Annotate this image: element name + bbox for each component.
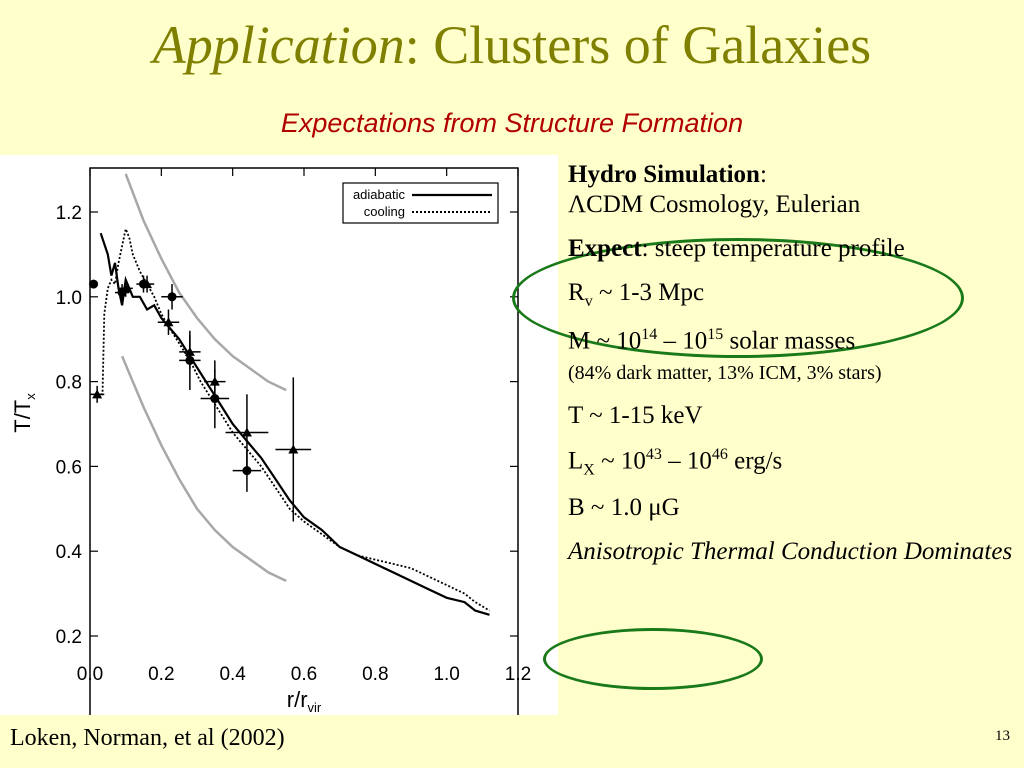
expect-text: : steep temperature profile: [641, 235, 905, 262]
bullet-temperature: T ~ 1-15 keV: [568, 401, 703, 429]
rv-text: ~ 1-3 Mpc: [592, 279, 705, 306]
obs-triangle-point: [288, 444, 299, 454]
x-tick-label: 0.2: [148, 664, 174, 685]
obs-triangle-point: [163, 317, 174, 327]
legend-box: [342, 182, 499, 224]
x-tick-label: 0.8: [362, 664, 388, 685]
obs-circle-point: [117, 288, 127, 298]
obs-triangle-point: [241, 427, 252, 437]
rv-symbol: R: [568, 279, 585, 306]
conclusion-text: Anisotropic Thermal Conduction Dominates: [568, 538, 1013, 566]
y-tick-label: 0.4: [56, 542, 83, 563]
hydro-label: Hydro Simulation: [568, 161, 760, 188]
x-axis-label: r/rvir: [287, 687, 322, 715]
bound-curve-upper: [124, 173, 287, 392]
bullet-bfield: B ~ 1.0 μG: [568, 494, 680, 522]
lx-exp2: 46: [711, 445, 728, 463]
lx-sub: X: [583, 460, 595, 478]
y-axis-label: T/Tx: [10, 393, 38, 433]
x-tick-label: 0.4: [219, 664, 246, 685]
mass-mid: – 10: [657, 327, 708, 355]
mass-note: (84% dark matter, 13% ICM, 3% stars): [568, 361, 882, 384]
y-tick-label: 1.0: [56, 288, 82, 309]
plot-frame: [89, 167, 519, 715]
mass-prefix: M ~ 10: [568, 327, 642, 355]
bullet-hydro: Hydro Simulation: ΛCDM Cosmology, Euleri…: [568, 160, 1018, 220]
x-tick-label: 0.6: [291, 664, 317, 685]
obs-circle-point: [139, 279, 148, 289]
bound-curve-lower: [120, 355, 287, 583]
lx-exp1: 43: [645, 445, 662, 463]
series-line-cooling: [97, 225, 490, 612]
obs-circle-point: [242, 466, 252, 476]
bullet-list: Hydro Simulation: ΛCDM Cosmology, Euleri…: [568, 160, 1018, 567]
slide-title: Application: Clusters of Galaxies: [0, 18, 1024, 72]
citation: Loken, Norman, et al (2002): [10, 725, 285, 751]
page-number: 13: [995, 728, 1010, 744]
bullet-expect: Expect: steep temperature profile: [568, 234, 1018, 264]
bfield-highlight-ellipse: [543, 628, 763, 690]
expect-label: Expect: [568, 235, 642, 262]
y-tick-label: 0.8: [56, 373, 82, 394]
obs-circle-point: [210, 394, 220, 404]
y-tick-label: 0.6: [56, 457, 82, 478]
bullet-lx: LX ~ 1043 – 1046 erg/s: [568, 445, 1018, 480]
plot-svg: 0.0 0.2 0.4 0.6 0.8 1.0 1.2 0.2 0.4 0.6 0.8 1.0 1.2 r…: [10, 167, 531, 715]
mass-exp2: 15: [707, 326, 724, 344]
legend-label-adiabatic: adiabatic: [353, 187, 406, 202]
axis-layer: 0.0 0.2 0.4 0.6 0.8 1.0 1.2 0.2 0.4 0.6 0.8 1.0 1.2 r…: [10, 168, 531, 715]
observations-layer: [89, 275, 312, 522]
legend: adiabatic cooling: [342, 182, 499, 224]
title-rest: : Clusters of Galaxies: [404, 15, 872, 75]
obs-triangle-point: [92, 389, 103, 399]
mass-suffix: solar masses: [723, 327, 856, 355]
y-tick-label: 1.2: [56, 203, 82, 224]
series-line-adiabatic: [99, 232, 490, 616]
obs-circle-point: [185, 355, 195, 365]
lx-symbol: L: [568, 446, 584, 474]
bullet-conclusion: Anisotropic Thermal Conduction Dominates: [568, 537, 1018, 567]
obs-circle-point: [89, 279, 99, 289]
y-tick-label: 0.2: [56, 627, 82, 648]
temperature-profile-plot: 0.0 0.2 0.4 0.6 0.8 1.0 1.2 0.2 0.4 0.6 0.8 1.0 1.2 r…: [0, 155, 558, 715]
cosmology-text: ΛCDM Cosmology, Eulerian: [568, 191, 861, 218]
legend-label-cooling: cooling: [364, 204, 405, 219]
obs-circle-point: [167, 292, 177, 302]
x-tick-label: 1.2: [505, 664, 531, 685]
lx-mid: – 10: [661, 446, 712, 474]
lx-prefix: ~ 10: [594, 446, 646, 474]
title-italic: Application: [152, 15, 405, 75]
lx-suffix: erg/s: [727, 446, 783, 474]
hydro-colon: :: [759, 161, 767, 188]
x-tick-label: 0.0: [77, 664, 103, 685]
x-tick-label: 1.0: [433, 664, 459, 685]
slide-subtitle: Expectations from Structure Formation: [280, 108, 744, 138]
bullet-rv: Rv ~ 1-3 Mpc: [568, 278, 1018, 311]
expect-highlight-ellipse: [512, 238, 964, 358]
mass-exp1: 14: [641, 326, 658, 344]
bullet-mass: M ~ 1014 – 1015 solar masses (84% dark m…: [568, 325, 1018, 386]
rv-sub: v: [584, 293, 593, 310]
bounds-layer: [120, 173, 287, 583]
